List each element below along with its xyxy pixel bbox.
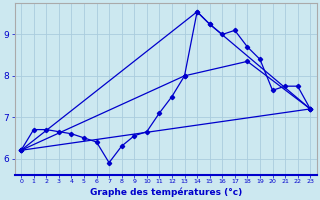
X-axis label: Graphe des températures (°c): Graphe des températures (°c) xyxy=(90,187,242,197)
